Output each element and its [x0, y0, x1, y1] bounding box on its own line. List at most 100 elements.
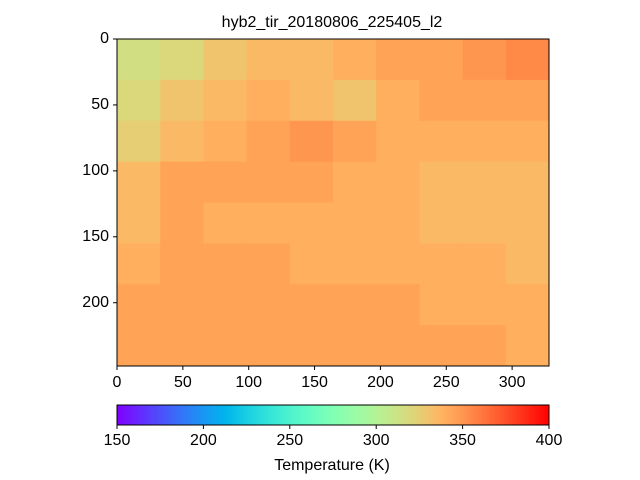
heatmap-cell	[246, 39, 291, 81]
heatmap-cell	[419, 202, 464, 244]
heatmap-cell	[117, 120, 161, 163]
plot-frame	[116, 38, 550, 367]
heatmap-cell	[333, 39, 377, 81]
heatmap-cell	[333, 120, 377, 163]
heatmap-cell	[462, 79, 507, 122]
heatmap-cell	[333, 284, 377, 326]
heatmap-cell	[505, 202, 550, 244]
heatmap-cell	[376, 243, 420, 285]
heatmap-cell	[289, 161, 334, 203]
chart-title: hyb2_tir_20180806_225405_l2	[222, 14, 443, 31]
heatmap-cell	[505, 79, 550, 122]
x-tick-label: 150	[301, 374, 328, 391]
colorbar-tick-label: 400	[536, 432, 563, 449]
y-tick-label: 150	[82, 228, 109, 245]
heatmap-cell	[462, 284, 507, 326]
heatmap-cell	[333, 325, 377, 367]
heatmap-cell	[333, 202, 377, 244]
heatmap-cell	[462, 325, 507, 367]
heatmap-cell	[160, 120, 204, 163]
heatmap-cell	[376, 325, 420, 367]
heatmap-cell	[333, 79, 377, 122]
heatmap-cell	[117, 284, 161, 326]
colorbar	[116, 404, 550, 426]
heatmap-cell	[246, 120, 291, 163]
colorbar-tick-label: 300	[363, 432, 390, 449]
heatmap-cell	[419, 39, 464, 81]
heatmap-cell	[203, 161, 248, 203]
x-tick-label: 300	[499, 374, 526, 391]
colorbar-label: Temperature (K)	[274, 457, 390, 474]
heatmap-cell	[505, 284, 550, 326]
heatmap-cell	[246, 284, 291, 326]
heatmap-cell	[505, 161, 550, 203]
heatmap-cell	[289, 79, 334, 122]
heatmap-cell	[289, 39, 334, 81]
heatmap-cell	[203, 202, 248, 244]
y-tick-label: 0	[100, 30, 109, 47]
heatmap-cell	[117, 161, 161, 203]
heatmap-cell	[246, 202, 291, 244]
heatmap-cell	[117, 325, 161, 367]
heatmap-cell	[203, 79, 248, 122]
heatmap-cell	[333, 161, 377, 203]
colorbar-tick-label: 200	[190, 432, 217, 449]
heatmap-cell	[462, 161, 507, 203]
heatmap-cell	[289, 284, 334, 326]
colorbar-tick-label: 250	[276, 432, 303, 449]
y-tick-label: 200	[82, 294, 109, 311]
y-tick-label: 50	[91, 96, 109, 113]
heatmap-cell	[289, 325, 334, 367]
heatmap-cell	[289, 202, 334, 244]
x-tick-label: 200	[367, 374, 394, 391]
heatmap-cell	[376, 120, 420, 163]
x-tick-label: 50	[174, 374, 192, 391]
heatmap-cell	[462, 243, 507, 285]
heatmap-cell	[160, 79, 204, 122]
colorbar-tick-label: 150	[104, 432, 131, 449]
heatmap-cell	[117, 202, 161, 244]
heatmap-cell	[462, 120, 507, 163]
heatmap-cell	[376, 284, 420, 326]
heatmap-cell	[203, 120, 248, 163]
heatmap-cell	[117, 243, 161, 285]
y-tick-label: 100	[82, 162, 109, 179]
heatmap-cell	[419, 120, 464, 163]
heatmap-cell	[505, 120, 550, 163]
heatmap-cell	[376, 39, 420, 81]
heatmap-cell	[203, 243, 248, 285]
heatmap-cell	[160, 325, 204, 367]
heatmap-cell	[376, 79, 420, 122]
heatmap-cell	[419, 325, 464, 367]
colorbar-tick-label: 350	[449, 432, 476, 449]
heatmap-cell	[246, 243, 291, 285]
heatmap-cell	[462, 202, 507, 244]
heatmap-cell	[419, 284, 464, 326]
heatmap-cell	[160, 243, 204, 285]
heatmap-cell	[246, 161, 291, 203]
heatmap-cell	[419, 243, 464, 285]
heatmap-cell	[203, 39, 248, 81]
heatmap-cell	[246, 79, 291, 122]
heatmap-cell	[419, 161, 464, 203]
heatmap-cell	[505, 243, 550, 285]
heatmap-cell	[419, 79, 464, 122]
heatmap-cell	[333, 243, 377, 285]
heatmap-cell	[160, 202, 204, 244]
heatmap-cell	[117, 39, 161, 81]
heatmap-cell	[160, 39, 204, 81]
heatmap-cell	[376, 161, 420, 203]
x-tick-label: 100	[235, 374, 262, 391]
heatmap-cell	[160, 284, 204, 326]
heatmap-cell	[505, 325, 550, 367]
heatmap-cell	[289, 243, 334, 285]
heatmap-cell	[462, 39, 507, 81]
heatmap-cell	[246, 325, 291, 367]
heatmap-cell	[505, 39, 550, 81]
heatmap-cell	[289, 120, 334, 163]
heatmap-cell	[203, 325, 248, 367]
heatmap-cell	[203, 284, 248, 326]
x-tick-label: 0	[113, 374, 122, 391]
x-tick-label: 250	[433, 374, 460, 391]
